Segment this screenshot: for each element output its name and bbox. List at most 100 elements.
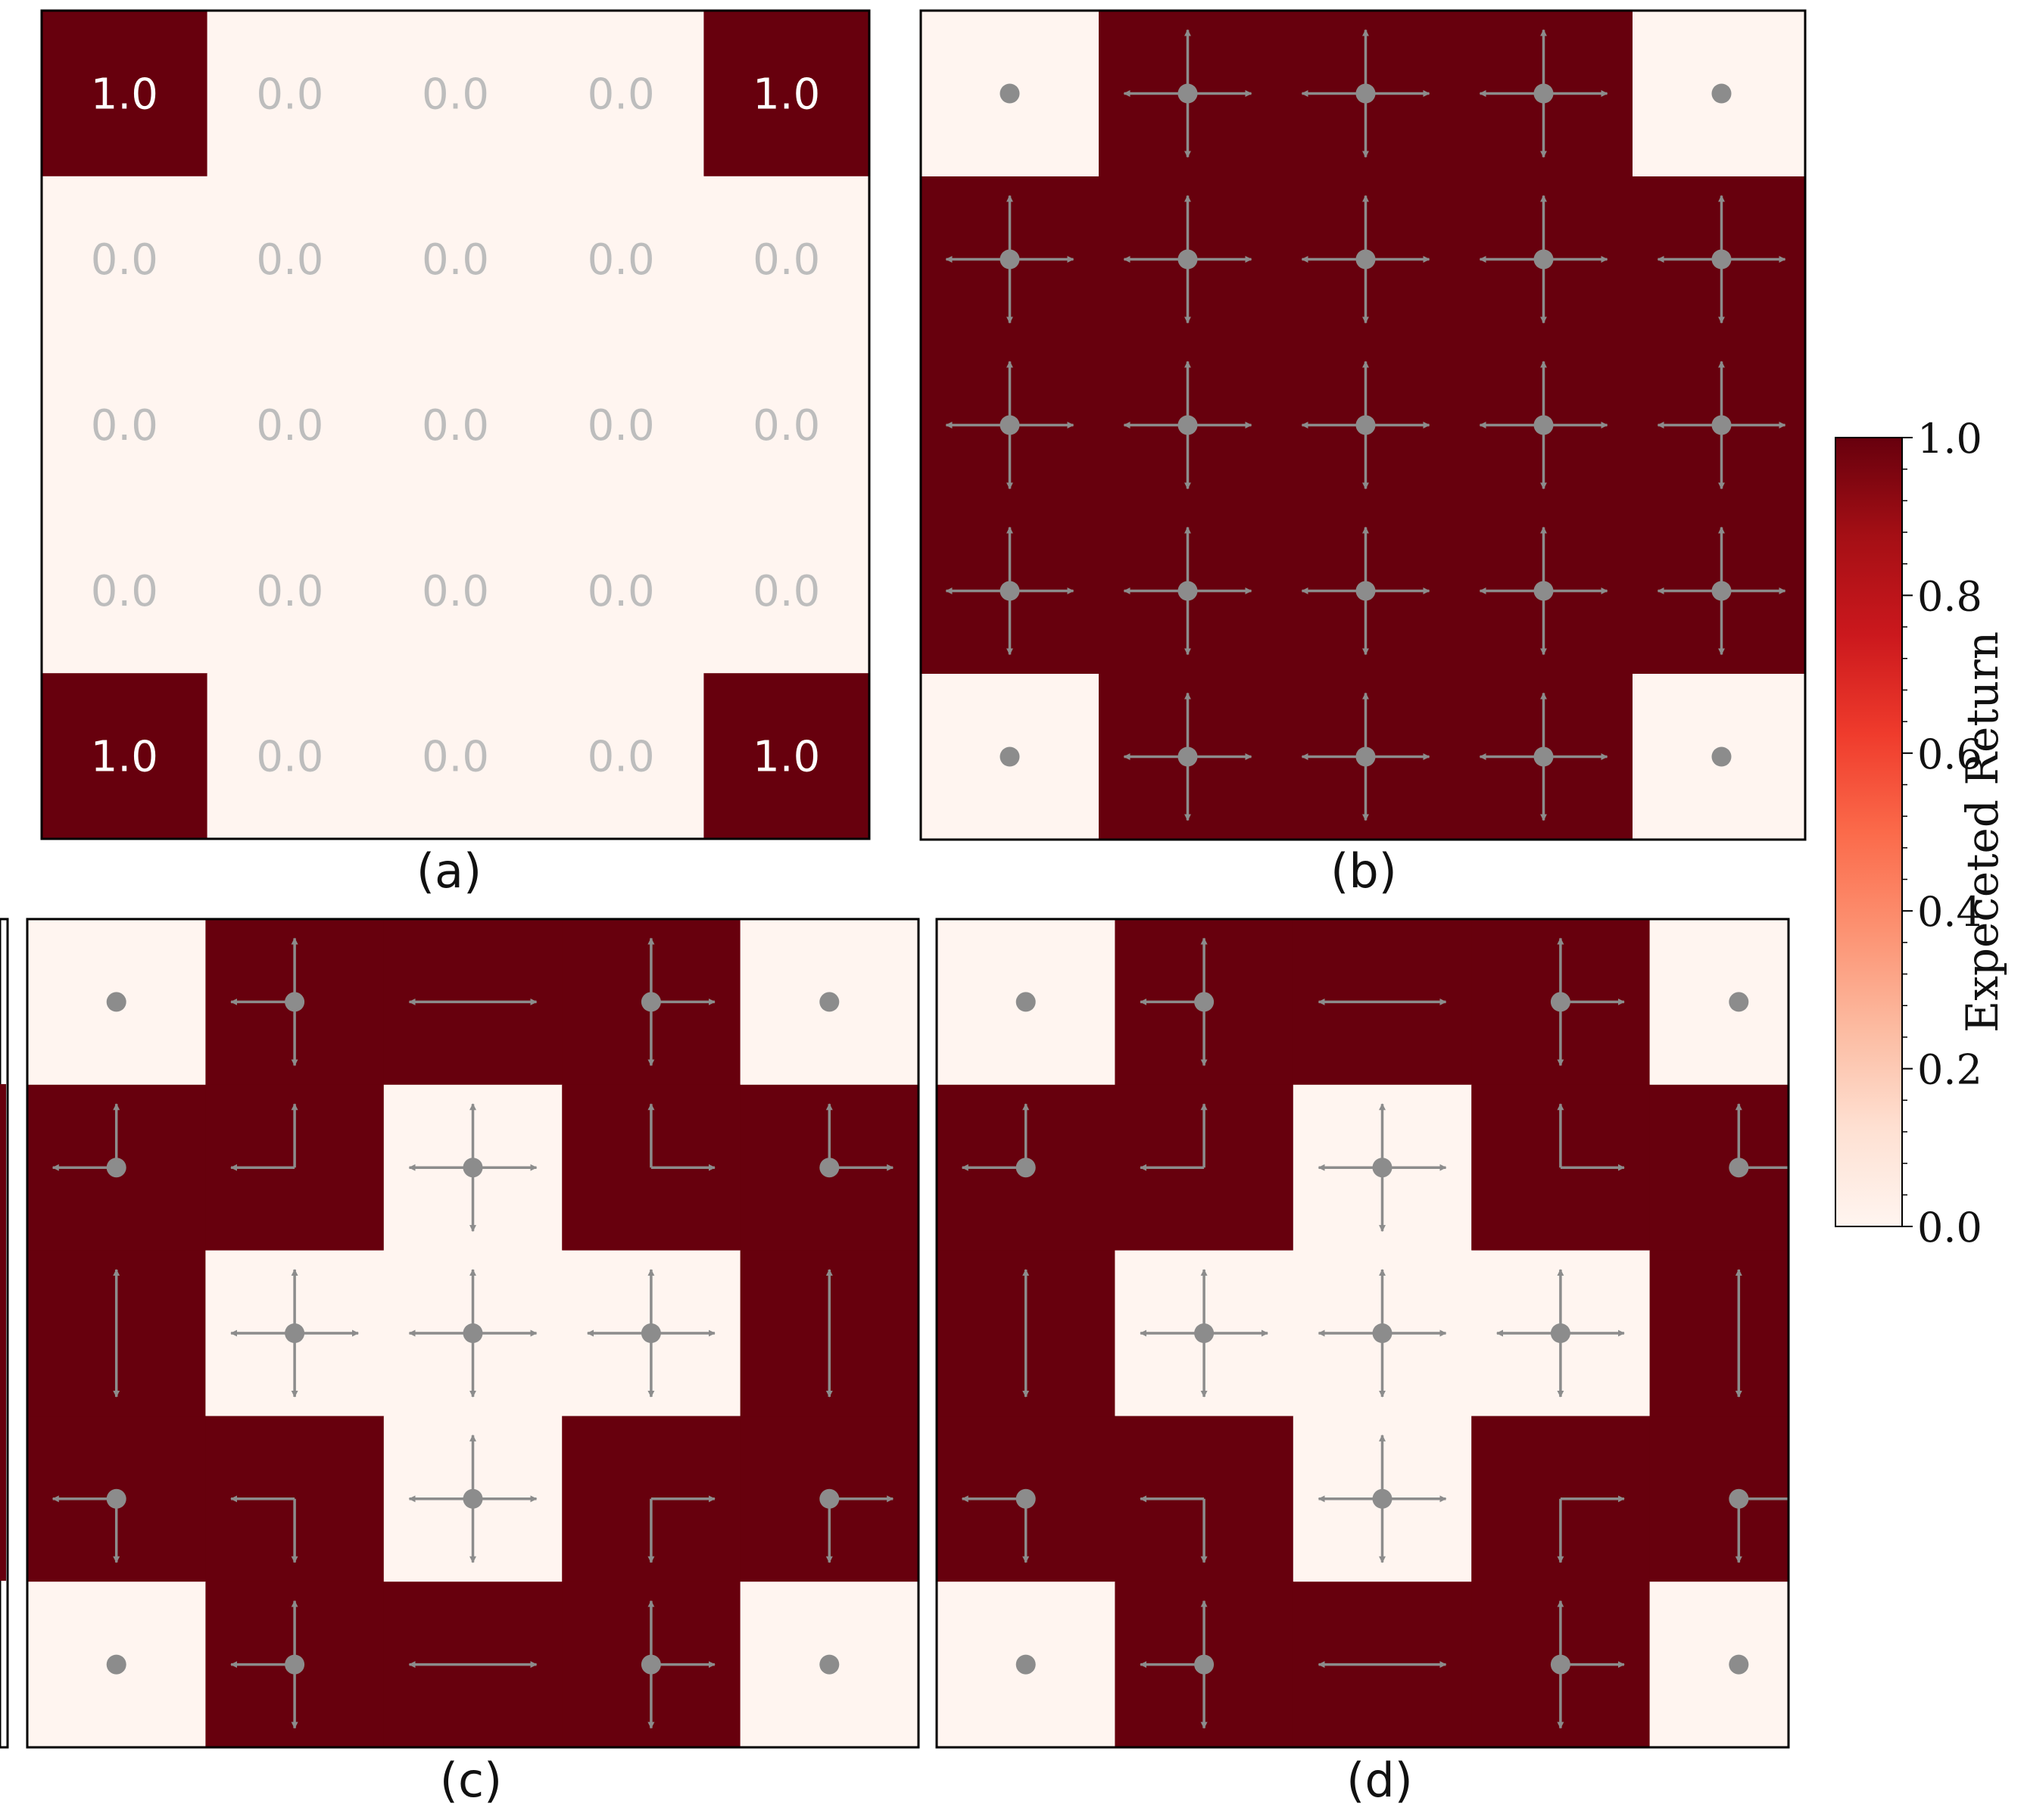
panel-frame — [935, 918, 1790, 1749]
cell-value-label: 0.0 — [256, 733, 323, 782]
policy-stay-dot — [1000, 581, 1020, 601]
policy-stay-dot — [1550, 992, 1570, 1012]
colorbar-tick-label: 0.4 — [1917, 888, 1982, 936]
cell-value-label: 0.0 — [588, 733, 655, 782]
cell-value-label: 1.0 — [753, 733, 820, 782]
heatmap-cell — [538, 673, 704, 839]
policy-stay-dot — [106, 1158, 126, 1178]
cell-value-label: 1.0 — [91, 733, 158, 782]
policy-stay-dot — [106, 1654, 126, 1675]
heatmap-cell — [42, 673, 208, 839]
policy-stay-dot — [641, 992, 661, 1012]
heatmap-cell — [703, 673, 869, 839]
policy-stay-dot — [1711, 581, 1732, 601]
policy-stay-dot — [463, 1488, 483, 1509]
heatmap-cell — [538, 341, 704, 508]
policy-stay-dot — [463, 1323, 483, 1343]
cell-value-label: 0.0 — [91, 401, 158, 450]
cell-value-label: 0.0 — [753, 401, 820, 450]
policy-stay-dot — [1015, 992, 1036, 1012]
caption-c: (c) — [440, 1753, 502, 1808]
heatmap-cell — [207, 341, 373, 508]
policy-stay-dot — [1355, 581, 1376, 601]
heatmap-cell — [42, 507, 208, 674]
policy-stay-dot — [1355, 83, 1376, 104]
heatmap-cell — [207, 11, 373, 177]
colorbar-tick-label: 0.0 — [1917, 1204, 1982, 1251]
cell-value-label: 0.0 — [588, 567, 655, 616]
panel-frame — [26, 918, 920, 1749]
panel-frame — [919, 9, 1807, 841]
cell-value-label: 0.0 — [422, 567, 489, 616]
cell-value-label: 0.0 — [422, 235, 489, 285]
colorbar-ticks: 1.0 0.8 0.6 0.4 0.2 0.0 — [1902, 415, 1982, 1251]
policy-stay-dot — [1355, 415, 1376, 435]
heatmap-cell — [207, 673, 373, 839]
cell-value-label: 1.0 — [91, 70, 158, 119]
policy-stay-dot — [1177, 83, 1198, 104]
policy-stay-dot — [819, 1488, 840, 1509]
cell-value-label: 0.0 — [91, 567, 158, 616]
caption-d: (d) — [1346, 1753, 1413, 1808]
policy-stay-dot — [1711, 249, 1732, 270]
cell-value-label: 0.0 — [256, 401, 323, 450]
policy-stay-dot — [1533, 746, 1554, 767]
policy-stay-dot — [285, 1654, 305, 1675]
policy-stay-dot — [1711, 746, 1732, 767]
heatmap-cell — [373, 673, 539, 839]
policy-stay-dot — [819, 1654, 840, 1675]
cell-value-label: 1.0 — [753, 70, 820, 119]
policy-stay-dot — [1000, 746, 1020, 767]
policy-stay-dot — [1533, 83, 1554, 104]
policy-stay-dot — [1015, 1654, 1036, 1675]
policy-stay-dot — [1372, 1488, 1392, 1509]
policy-stay-dot — [1729, 1654, 1749, 1675]
policy-stay-dot — [1355, 249, 1376, 270]
policy-stay-dot — [1550, 1323, 1570, 1343]
cell-value-label: 0.0 — [588, 70, 655, 119]
heatmap-cell — [207, 176, 373, 343]
policy-stay-dot — [1355, 746, 1376, 767]
cell-value-label: 0.0 — [256, 235, 323, 285]
cell-value-label: 0.0 — [91, 235, 158, 285]
policy-stay-dot — [1711, 415, 1732, 435]
heatmap-cell — [1649, 1250, 1789, 1416]
policy-stay-dot — [1177, 746, 1198, 767]
cell-value-label: 0.0 — [422, 401, 489, 450]
colorbar-tick-label: 0.8 — [1917, 572, 1982, 620]
policy-stay-dot — [463, 1158, 483, 1178]
policy-stay-dot — [1177, 581, 1198, 601]
policy-stay-dot — [106, 1488, 126, 1509]
cell-value-label: 0.0 — [588, 235, 655, 285]
policy-stay-dot — [1372, 1158, 1392, 1178]
policy-stay-dot — [1177, 249, 1198, 270]
policy-stay-dot — [641, 1654, 661, 1675]
heatmap-cell — [42, 176, 208, 343]
heatmap-cell — [703, 341, 869, 508]
policy-stay-dot — [819, 992, 840, 1012]
policy-stay-dot — [1533, 415, 1554, 435]
heatmap-cell — [207, 507, 373, 674]
heatmap-cell — [538, 176, 704, 343]
colorbar-tick-label: 1.0 — [1917, 415, 1982, 463]
colorbar-tick-label: 0.2 — [1917, 1046, 1982, 1094]
policy-stay-dot — [1000, 249, 1020, 270]
cell-value-label: 0.0 — [256, 70, 323, 119]
colorbar-gradient — [1835, 437, 1903, 1227]
cell-value-label: 0.0 — [422, 733, 489, 782]
policy-stay-dot — [1194, 992, 1215, 1012]
colorbar-label: Expeceted Return — [1957, 631, 2008, 1033]
caption-b: (b) — [1330, 843, 1397, 899]
heatmap-cell — [373, 341, 539, 508]
cell-value-label: 0.0 — [422, 70, 489, 119]
heatmap-cell — [1649, 919, 1789, 1086]
heatmap-cell — [1649, 1582, 1789, 1747]
policy-stay-dot — [819, 1158, 840, 1178]
heatmap-cell — [538, 507, 704, 674]
policy-stay-dot — [1550, 1654, 1570, 1675]
policy-stay-dot — [641, 1323, 661, 1343]
policy-stay-dot — [1177, 415, 1198, 435]
policy-stay-dot — [1015, 1488, 1036, 1509]
policy-stay-dot — [285, 992, 305, 1012]
policy-stay-dot — [1533, 249, 1554, 270]
